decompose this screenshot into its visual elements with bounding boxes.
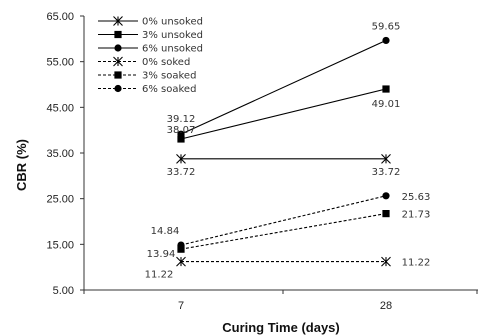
data-point: [177, 130, 185, 138]
y-axis-label: CBR (%): [14, 139, 29, 191]
data-point: [176, 153, 186, 164]
legend-marker: [114, 30, 122, 39]
legend-marker: [113, 56, 123, 67]
legend-label: 0% unsoked: [142, 17, 203, 28]
y-tick-label: 55.00: [46, 57, 74, 69]
legend: 0% unsoked 3% unsoked 6% unsoked 0% soked 3%…: [98, 16, 203, 95]
y-tick-label: 35.00: [46, 148, 74, 160]
data-label: 11.22: [145, 270, 174, 281]
x-tick-label: 7: [178, 300, 184, 312]
data-label: 38.07: [167, 125, 196, 136]
data-point: [381, 153, 391, 164]
legend-entry: 6% unsoked: [98, 44, 203, 55]
legend-label: 3% soaked: [142, 71, 196, 82]
data-label: 11.22: [402, 258, 431, 269]
data-point: [176, 256, 186, 267]
data-label: 33.72: [372, 167, 401, 178]
data-point: [381, 256, 391, 267]
series-line: [180, 195, 387, 246]
legend-entry: 0% unsoked: [98, 16, 203, 28]
data-point: [177, 245, 185, 253]
data-label: 59.65: [372, 21, 401, 32]
series-3: [176, 256, 391, 267]
series-2: [177, 36, 390, 138]
data-label: 39.12: [167, 114, 196, 125]
series-1: [177, 85, 390, 143]
y-tick-label: 45.00: [46, 102, 74, 114]
legend-marker: [114, 71, 122, 79]
series-layer: [176, 36, 391, 267]
legend-entry: 3% unsoked: [98, 30, 203, 41]
data-point: [177, 241, 185, 249]
data-label: 21.73: [402, 210, 431, 221]
data-labels: 33.72 33.72 38.07 49.01 39.12 59.65 11.22 11.22…: [145, 21, 431, 280]
legend-label: 6% soaked: [142, 84, 196, 95]
legend-entry: 0% soked: [98, 56, 190, 68]
data-point: [382, 209, 390, 218]
series-line: [180, 88, 387, 140]
series-4: [177, 209, 390, 253]
data-point: [382, 192, 390, 200]
x-axis-label: Curing Time (days): [222, 320, 340, 335]
data-label: 13.94: [147, 249, 176, 260]
legend-marker: [114, 44, 122, 52]
data-label: 25.63: [402, 192, 431, 203]
legend-entry: 6% soaked: [98, 84, 196, 95]
data-point: [382, 85, 390, 93]
series-line: [180, 39, 387, 135]
y-tick-label: 5.00: [53, 285, 74, 297]
legend-label: 6% unsoked: [142, 44, 203, 55]
data-label: 33.72: [167, 167, 196, 178]
x-tick-label: 28: [380, 300, 392, 312]
data-point: [382, 36, 390, 45]
series-5: [177, 192, 390, 249]
data-label: 49.01: [372, 99, 401, 110]
series-0: [176, 153, 391, 164]
legend-marker: [114, 84, 122, 93]
legend-label: 3% unsoked: [142, 30, 203, 41]
data-point: [177, 135, 185, 143]
legend-label: 0% soked: [142, 57, 190, 68]
y-tick-label: 25.00: [46, 194, 74, 206]
data-label: 14.84: [151, 226, 180, 237]
series-line: [180, 213, 387, 250]
legend-marker: [113, 16, 123, 26]
y-tick-label: 15.00: [46, 239, 74, 251]
legend-entry: 3% soaked: [98, 71, 196, 82]
axes: 5.00 15.00 25.00 35.00 45.00 55.00 65.00 7 28: [46, 11, 478, 312]
y-tick-label: 65.00: [46, 11, 74, 23]
